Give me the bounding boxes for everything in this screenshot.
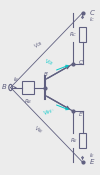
FancyBboxPatch shape xyxy=(22,81,34,94)
Text: C': C' xyxy=(79,60,84,65)
FancyBboxPatch shape xyxy=(79,27,86,42)
FancyBboxPatch shape xyxy=(79,133,86,148)
Text: $R_B$: $R_B$ xyxy=(24,97,32,106)
Text: E': E' xyxy=(79,112,84,117)
Text: $I_C$: $I_C$ xyxy=(89,15,96,24)
Text: $R_C$: $R_C$ xyxy=(69,30,78,39)
Text: B': B' xyxy=(43,72,49,77)
Text: E: E xyxy=(90,159,95,165)
Text: $I_E$: $I_E$ xyxy=(89,151,95,160)
Text: $R_E$: $R_E$ xyxy=(70,136,78,145)
Text: $V_{CE}$: $V_{CE}$ xyxy=(43,57,55,68)
Text: $I_B$: $I_B$ xyxy=(13,75,19,84)
Text: $V_{CB}$: $V_{CB}$ xyxy=(32,38,45,51)
Text: B: B xyxy=(2,85,7,90)
Text: $V_{B'E'}$: $V_{B'E'}$ xyxy=(42,106,56,118)
Text: $V_{BE}$: $V_{BE}$ xyxy=(32,124,45,136)
Text: C: C xyxy=(90,10,95,16)
